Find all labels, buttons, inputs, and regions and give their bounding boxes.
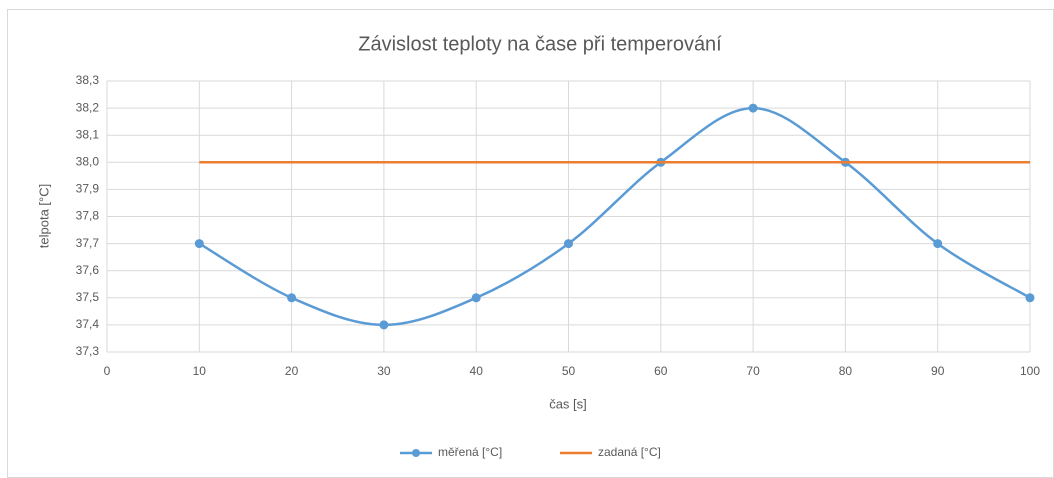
x-tick-label: 100 <box>1020 364 1040 378</box>
marker <box>194 239 204 249</box>
x-tick-label: 10 <box>193 364 207 378</box>
x-axis-label: čas [s] <box>549 396 587 411</box>
y-tick-label: 37,7 <box>76 236 100 250</box>
x-tick-label: 30 <box>377 364 391 378</box>
y-tick-label: 37,4 <box>76 317 100 331</box>
x-tick-label: 80 <box>839 364 853 378</box>
y-tick-label: 38,2 <box>76 100 100 114</box>
x-tick-label: 20 <box>285 364 299 378</box>
y-tick-label: 38,1 <box>76 127 100 141</box>
marker <box>564 239 573 249</box>
marker <box>933 239 943 249</box>
y-tick-label: 38,0 <box>76 154 100 168</box>
legend-marker <box>412 449 420 457</box>
y-tick-label: 37,3 <box>76 344 100 358</box>
y-axis-label: telpota [°C] <box>36 184 51 248</box>
x-tick-label: 60 <box>654 364 668 378</box>
legend-label: zadaná [°C] <box>598 445 661 459</box>
chart-title: Závislost teploty na čase při temperován… <box>358 33 722 55</box>
line <box>198 106 1031 327</box>
y-tick-label: 37,8 <box>76 209 100 223</box>
x-tick-label: 90 <box>931 364 945 378</box>
x-tick-label: 40 <box>470 364 484 378</box>
marker <box>1025 293 1035 303</box>
x-tick-label: 70 <box>746 364 760 378</box>
y-tick-label: 37,6 <box>76 263 100 277</box>
marker <box>287 293 297 303</box>
marker <box>748 103 758 113</box>
y-tick-label: 38,3 <box>76 73 100 87</box>
y-tick-label: 37,5 <box>76 290 100 304</box>
marker <box>471 293 481 303</box>
legend-label: měřená [°C] <box>438 445 502 459</box>
x-tick-label: 50 <box>562 364 576 378</box>
marker <box>379 320 389 330</box>
x-tick-label: 0 <box>104 364 111 378</box>
y-tick-label: 37,9 <box>76 182 100 196</box>
